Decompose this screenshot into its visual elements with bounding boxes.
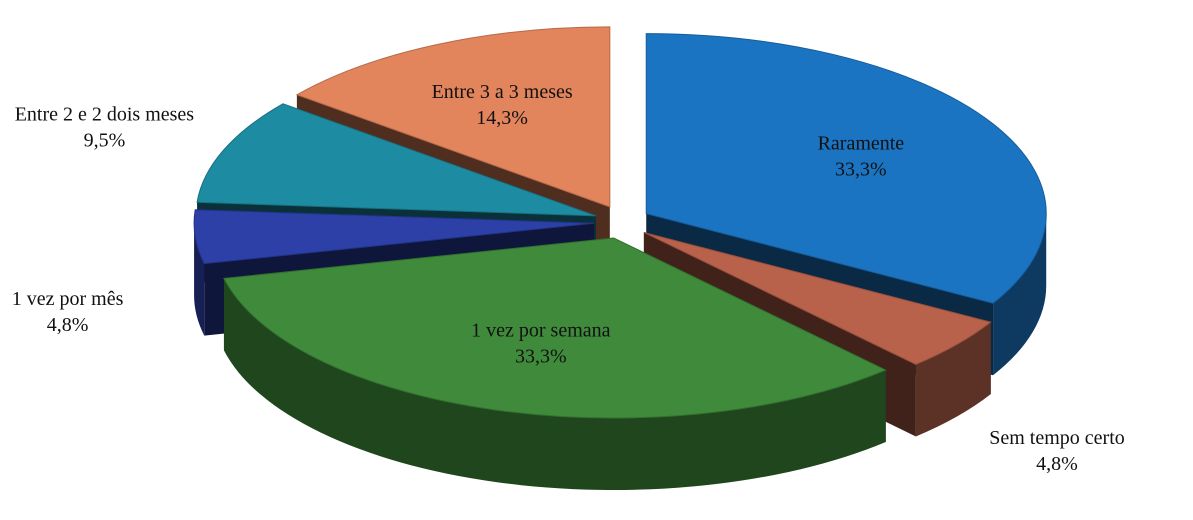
slice: [643, 231, 992, 365]
slice: [196, 103, 597, 217]
slice-side: [993, 213, 1047, 376]
slice-value-label: 4,8%: [47, 314, 89, 336]
slice-label: Raramente: [818, 132, 905, 154]
slice-label: Sem tempo certo: [989, 427, 1125, 449]
slice-label: 1 vez por mês: [12, 288, 124, 310]
slice-value-label: 4,8%: [1036, 453, 1078, 475]
slice-label: 1 vez por semana: [471, 319, 611, 341]
slice-value-label: 9,5%: [84, 130, 126, 152]
slice-label: Entre 2 e 2 dois meses: [15, 104, 195, 126]
slice: [193, 209, 595, 265]
slice-value-label: 14,3%: [476, 107, 528, 129]
slice: [645, 33, 1047, 304]
slice-value-label: 33,3%: [515, 345, 567, 367]
slice-label: Entre 3 a 3 meses: [432, 81, 573, 103]
slice-side: [194, 223, 205, 336]
slice-side: [223, 278, 886, 491]
slice: [223, 237, 887, 419]
slice: [295, 26, 611, 208]
slice-side: [915, 322, 991, 437]
slice-value-label: 33,3%: [835, 158, 887, 180]
